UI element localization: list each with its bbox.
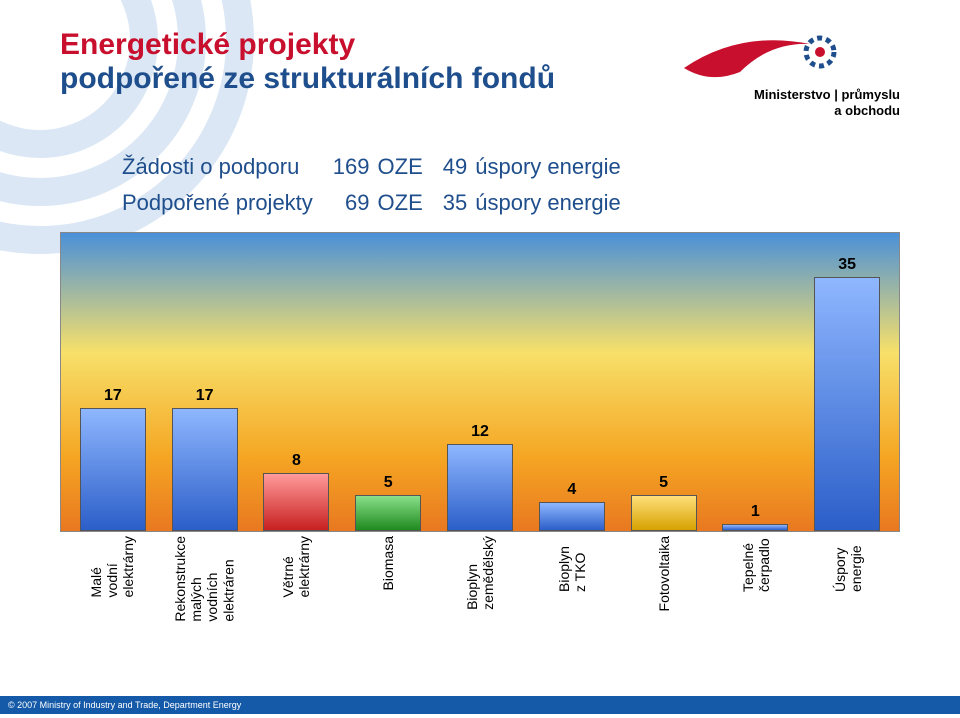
table-row: Žádosti o podporu 169 OZE 49 úspory ener… [122,150,639,184]
ministry-logo-icon [680,28,900,80]
row-col1-unit: OZE [378,150,441,184]
title-block: Energetické projekty podpořené ze strukt… [60,28,555,96]
x-tick-label: Větrné elektrárny [250,530,342,592]
bar [539,502,605,531]
ministry-line3: a obchodu [834,103,900,118]
requests-table: Žádosti o podporu 169 OZE 49 úspory ener… [120,148,900,222]
bar-slot: 8 [251,233,343,531]
bar-value-label: 5 [659,474,668,492]
row-col1-num: 69 [333,186,376,220]
x-tick-label: Rekonstrukce malých vodních elektráren [158,530,250,592]
bar-value-label: 12 [471,423,489,441]
bar-chart: 17 17 8 5 12 4 5 1 35 Malé vodní elektrárnyRekon… [60,232,900,592]
bar-value-label: 17 [196,387,214,405]
bar [263,473,329,531]
bar-slot: 1 [709,233,801,531]
bar-slot: 5 [342,233,434,531]
bar-slot: 17 [67,233,159,531]
bar-slot: 5 [618,233,710,531]
x-tick-label: Úspory energie [802,530,894,592]
bar-value-label: 8 [292,452,301,470]
row-col1-num: 169 [333,150,376,184]
bar [355,495,421,531]
row-col2-num: 35 [443,186,473,220]
bar-value-label: 1 [751,503,760,521]
bar-value-label: 17 [104,387,122,405]
footer-text: © 2007 Ministry of Industry and Trade, D… [8,700,241,710]
title-line2: podpořené ze strukturálních fondů [60,62,555,96]
bars-container: 17 17 8 5 12 4 5 1 35 [61,233,899,531]
ministry-line2: průmyslu [841,87,900,102]
bar-value-label: 4 [567,481,576,499]
bar-slot: 12 [434,233,526,531]
row-col2-unit: úspory energie [475,186,639,220]
bar [80,408,146,531]
x-tick-label: Bioplyn z TKO [526,530,618,592]
x-tick-label: Bioplyn zemědělský [434,530,526,592]
bar-value-label: 35 [838,256,856,274]
header: Energetické projekty podpořené ze strukt… [60,28,900,118]
bar-slot: 35 [801,233,893,531]
x-tick-label: Malé vodní elektrárny [66,530,158,592]
row-col2-num: 49 [443,150,473,184]
slide: Energetické projekty podpořené ze strukt… [0,0,960,718]
ministry-name: Ministerstvo | průmyslu a obchodu [680,87,900,118]
row-label: Žádosti o podporu [122,150,331,184]
logo-block: Ministerstvo | průmyslu a obchodu [680,28,900,118]
row-col1-unit: OZE [378,186,441,220]
x-tick-label: Tepelné čerpadlo [710,530,802,592]
ministry-line1: Ministerstvo [754,87,831,102]
row-col2-unit: úspory energie [475,150,639,184]
bar-slot: 4 [526,233,618,531]
chart-plot-area: 17 17 8 5 12 4 5 1 35 [60,232,900,532]
bar-value-label: 5 [384,474,393,492]
bar [631,495,697,531]
bar [447,444,513,531]
bar [172,408,238,531]
x-tick-label: Fotovoltaika [618,530,710,592]
row-label: Podpořené projekty [122,186,331,220]
bar-slot: 17 [159,233,251,531]
bar [814,277,880,531]
title-line1: Energetické projekty [60,28,555,62]
x-axis: Malé vodní elektrárnyRekonstrukce malých… [60,530,900,592]
footer: © 2007 Ministry of Industry and Trade, D… [0,696,960,714]
x-tick-label: Biomasa [342,530,434,592]
table-row: Podpořené projekty 69 OZE 35 úspory ener… [122,186,639,220]
